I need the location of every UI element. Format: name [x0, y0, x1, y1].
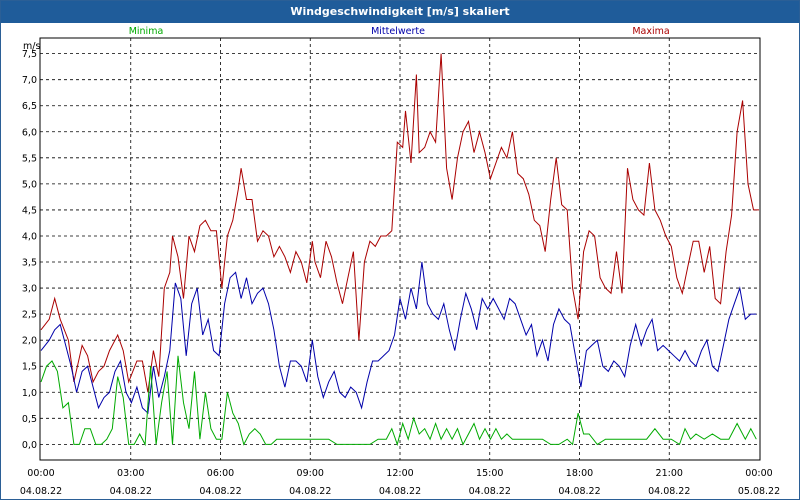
x-tick-time: 00:00 — [745, 468, 772, 479]
x-tick-time: 15:00 — [476, 468, 503, 479]
x-tick-date: 04.08.22 — [110, 486, 152, 497]
legend-maxima: Maxima — [632, 26, 669, 37]
x-axis-ticks: 00:00 04.08.22 03:00 04.08.22 06:00 04.08.22 0… — [20, 468, 780, 497]
x-tick-time: 06:00 — [207, 468, 234, 479]
series-group — [40, 53, 759, 447]
y-tick-label: 5,5 — [22, 153, 37, 164]
series-line-maxima — [40, 53, 759, 393]
y-tick-label: 2,5 — [22, 310, 37, 321]
y-tick-label: 4,0 — [22, 231, 37, 242]
legend-mittelwerte: Mittelwerte — [371, 26, 425, 37]
window-title: Windgeschwindigkeit [m/s] skaliert — [1, 1, 799, 23]
x-tick-date: 04.08.22 — [648, 486, 690, 497]
y-axis-ticks: 0,0 0,5 1,0 1,5 2,0 2,5 3,0 3,5 4,0 4,5 5,0 5,5 6,0 6… — [22, 49, 37, 451]
x-tick-time: 18:00 — [566, 468, 593, 479]
y-tick-label: 7,5 — [22, 49, 37, 60]
x-tick-date: 04.08.22 — [558, 486, 600, 497]
y-tick-label: 5,0 — [22, 179, 37, 190]
y-tick-label: 4,5 — [22, 205, 37, 216]
y-tick-label: 1,0 — [22, 388, 37, 399]
x-tick-time: 21:00 — [656, 468, 683, 479]
x-tick-date: 04.08.22 — [469, 486, 511, 497]
y-tick-label: 1,5 — [22, 362, 37, 373]
y-tick-label: 6,0 — [22, 127, 37, 138]
y-tick-label: 0,5 — [22, 414, 37, 425]
y-tick-label: 2,0 — [22, 336, 37, 347]
x-tick-date: 05.08.22 — [738, 486, 780, 497]
y-axis-unit: m/s — [23, 41, 40, 52]
x-tick-date: 04.08.22 — [289, 486, 331, 497]
x-tick-date: 04.08.22 — [199, 486, 241, 497]
y-tick-label: 6,5 — [22, 101, 37, 112]
x-tick-time: 09:00 — [297, 468, 324, 479]
x-tick-time: 12:00 — [386, 468, 413, 479]
y-tick-label: 7,0 — [22, 75, 37, 86]
series-line-mittelwerte — [40, 261, 757, 415]
legend-minima: Minima — [129, 26, 164, 37]
x-tick-date: 04.08.22 — [379, 486, 421, 497]
series-line-minima — [40, 355, 757, 447]
x-tick-time: 03:00 — [117, 468, 144, 479]
x-tick-date: 04.08.22 — [20, 486, 62, 497]
y-tick-label: 3,0 — [22, 284, 37, 295]
y-tick-label: 3,5 — [22, 258, 37, 269]
y-tick-label: 0,0 — [22, 440, 37, 451]
x-tick-time: 00:00 — [27, 468, 54, 479]
